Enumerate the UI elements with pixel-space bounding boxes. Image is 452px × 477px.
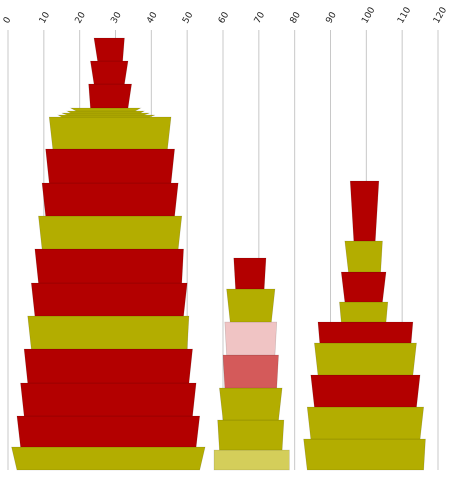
- stack-1-segment: [27, 315, 190, 350]
- stack-1-segment: [88, 83, 132, 109]
- stack-1-segment: [20, 382, 197, 417]
- stack-2-segment: [222, 354, 279, 389]
- stack-3-segment: [303, 438, 426, 471]
- stack-1-segment: [48, 116, 172, 150]
- stack-3-segment: [317, 321, 414, 344]
- stack-2: [213, 257, 290, 471]
- stack-3-segment: [349, 180, 380, 242]
- stack-1-segment: [90, 60, 129, 85]
- stack-2-segment: [217, 419, 285, 451]
- x-tick-label: 60: [217, 10, 232, 25]
- stack-1-segment: [38, 215, 183, 250]
- stack-2-segment: [219, 387, 283, 421]
- x-tick-label: 20: [74, 10, 89, 25]
- x-axis-tick-labels: 0 10 20 30 40 50 60 70 80 90 100 110 120: [2, 5, 449, 25]
- stack-2-segment: [226, 288, 276, 323]
- stack-1-segment: [45, 148, 175, 184]
- stack-2-segment: [213, 449, 290, 471]
- stack-1-segment: [69, 107, 142, 112]
- stack-1-segment: [11, 446, 206, 471]
- x-tick-label: 40: [145, 10, 160, 25]
- stack-3-segment: [344, 240, 383, 273]
- stack-3-segment: [339, 301, 389, 323]
- stack-2-segment: [233, 257, 267, 290]
- x-tick-label: 110: [396, 5, 413, 25]
- stack-1-segment: [16, 415, 201, 448]
- stack-2-segment: [224, 321, 278, 356]
- stack-1-segment: [34, 248, 184, 284]
- x-tick-label: 120: [432, 5, 449, 25]
- stack-3-segment: [340, 271, 387, 303]
- x-tick-label: 100: [360, 5, 377, 25]
- stack-3: [303, 180, 426, 471]
- trapezoid-stacks: [11, 37, 426, 471]
- x-tick-label: 30: [109, 10, 124, 25]
- x-tick-label: 80: [289, 10, 304, 25]
- x-tick-label: 70: [253, 10, 268, 25]
- stack-3-segment: [306, 406, 425, 440]
- stack-1-segment: [30, 282, 188, 317]
- stack-3-segment: [314, 342, 417, 376]
- stack-1-segment: [41, 182, 179, 217]
- x-tick-label: 90: [324, 10, 339, 25]
- stack-1-segment: [23, 348, 193, 384]
- x-tick-label: 10: [38, 10, 53, 25]
- stack-3-segment: [310, 374, 421, 408]
- stack-1-segment: [93, 37, 125, 62]
- stack-1: [11, 37, 206, 471]
- x-tick-label: 0: [2, 15, 14, 25]
- x-tick-label: 50: [181, 10, 196, 25]
